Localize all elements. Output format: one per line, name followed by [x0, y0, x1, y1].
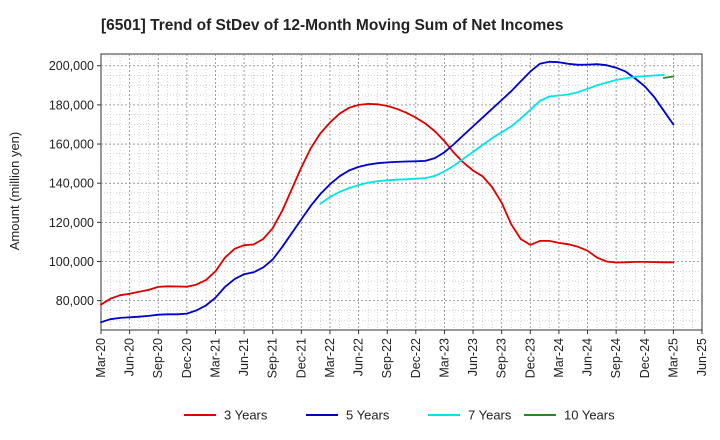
legend-label-7-years: 7 Years: [468, 408, 512, 423]
series-line-5-years: [100, 60, 675, 324]
x-tick-label: Jun-20: [123, 338, 137, 376]
x-tick-label: Jun-21: [237, 338, 251, 376]
x-tick-label: Mar-24: [552, 338, 566, 378]
x-tick-label: Mar-20: [94, 338, 108, 378]
x-tick-label: Mar-25: [666, 338, 680, 378]
x-tick-label: Dec-24: [638, 338, 652, 378]
y-tick-label: 80,000: [56, 294, 94, 308]
y-tick-label: 100,000: [49, 255, 94, 269]
series-layer: [100, 60, 675, 324]
x-tick-label: Jun-24: [581, 338, 595, 376]
legend-label-5-years: 5 Years: [346, 408, 390, 423]
x-tick-label: Dec-23: [523, 338, 537, 378]
plot-area: [100, 53, 703, 331]
legend-label-10-years: 10 Years: [564, 408, 615, 423]
series-line-3-years: [100, 103, 675, 306]
x-tick-label: Sep-21: [266, 338, 280, 378]
y-axis: 80,000 100,000 120,000 140,000 160,000 180,00…: [49, 59, 101, 308]
y-tick-label: 120,000: [49, 216, 94, 230]
x-tick-label: Dec-22: [409, 338, 423, 378]
legend-label-3-years: 3 Years: [224, 408, 268, 423]
x-tick-label: Jun-25: [695, 338, 709, 376]
series-line-7-years: [319, 74, 665, 205]
y-tick-label: 200,000: [49, 59, 94, 73]
grid-lines: [101, 54, 702, 330]
x-tick-label: Mar-21: [208, 338, 222, 378]
x-tick-label: Sep-20: [151, 338, 165, 378]
y-tick-label: 180,000: [49, 98, 94, 112]
series-line-10-years: [662, 75, 675, 79]
x-tick-label: Mar-23: [437, 338, 451, 378]
x-tick-label: Dec-20: [180, 338, 194, 378]
legend: 3 Years 5 Years 7 Years 10 Years: [184, 408, 615, 423]
x-tick-label: Sep-23: [495, 338, 509, 378]
y-tick-label: 140,000: [49, 177, 94, 191]
x-tick-label: Mar-22: [323, 338, 337, 378]
y-axis-label: Amount (million yen): [7, 132, 22, 251]
chart-title: [6501] Trend of StDev of 12-Month Moving…: [101, 17, 563, 34]
x-tick-label: Sep-24: [609, 338, 623, 378]
x-tick-label: Jun-23: [466, 338, 480, 376]
x-axis: Mar-20 Jun-20 Sep-20 Dec-20 Mar-21 Jun-21 Sep-…: [94, 330, 709, 378]
y-tick-label: 160,000: [49, 138, 94, 152]
x-tick-label: Dec-21: [294, 338, 308, 378]
plot-frame: [100, 53, 703, 331]
x-tick-label: Sep-22: [380, 338, 394, 378]
x-tick-label: Jun-22: [352, 338, 366, 376]
